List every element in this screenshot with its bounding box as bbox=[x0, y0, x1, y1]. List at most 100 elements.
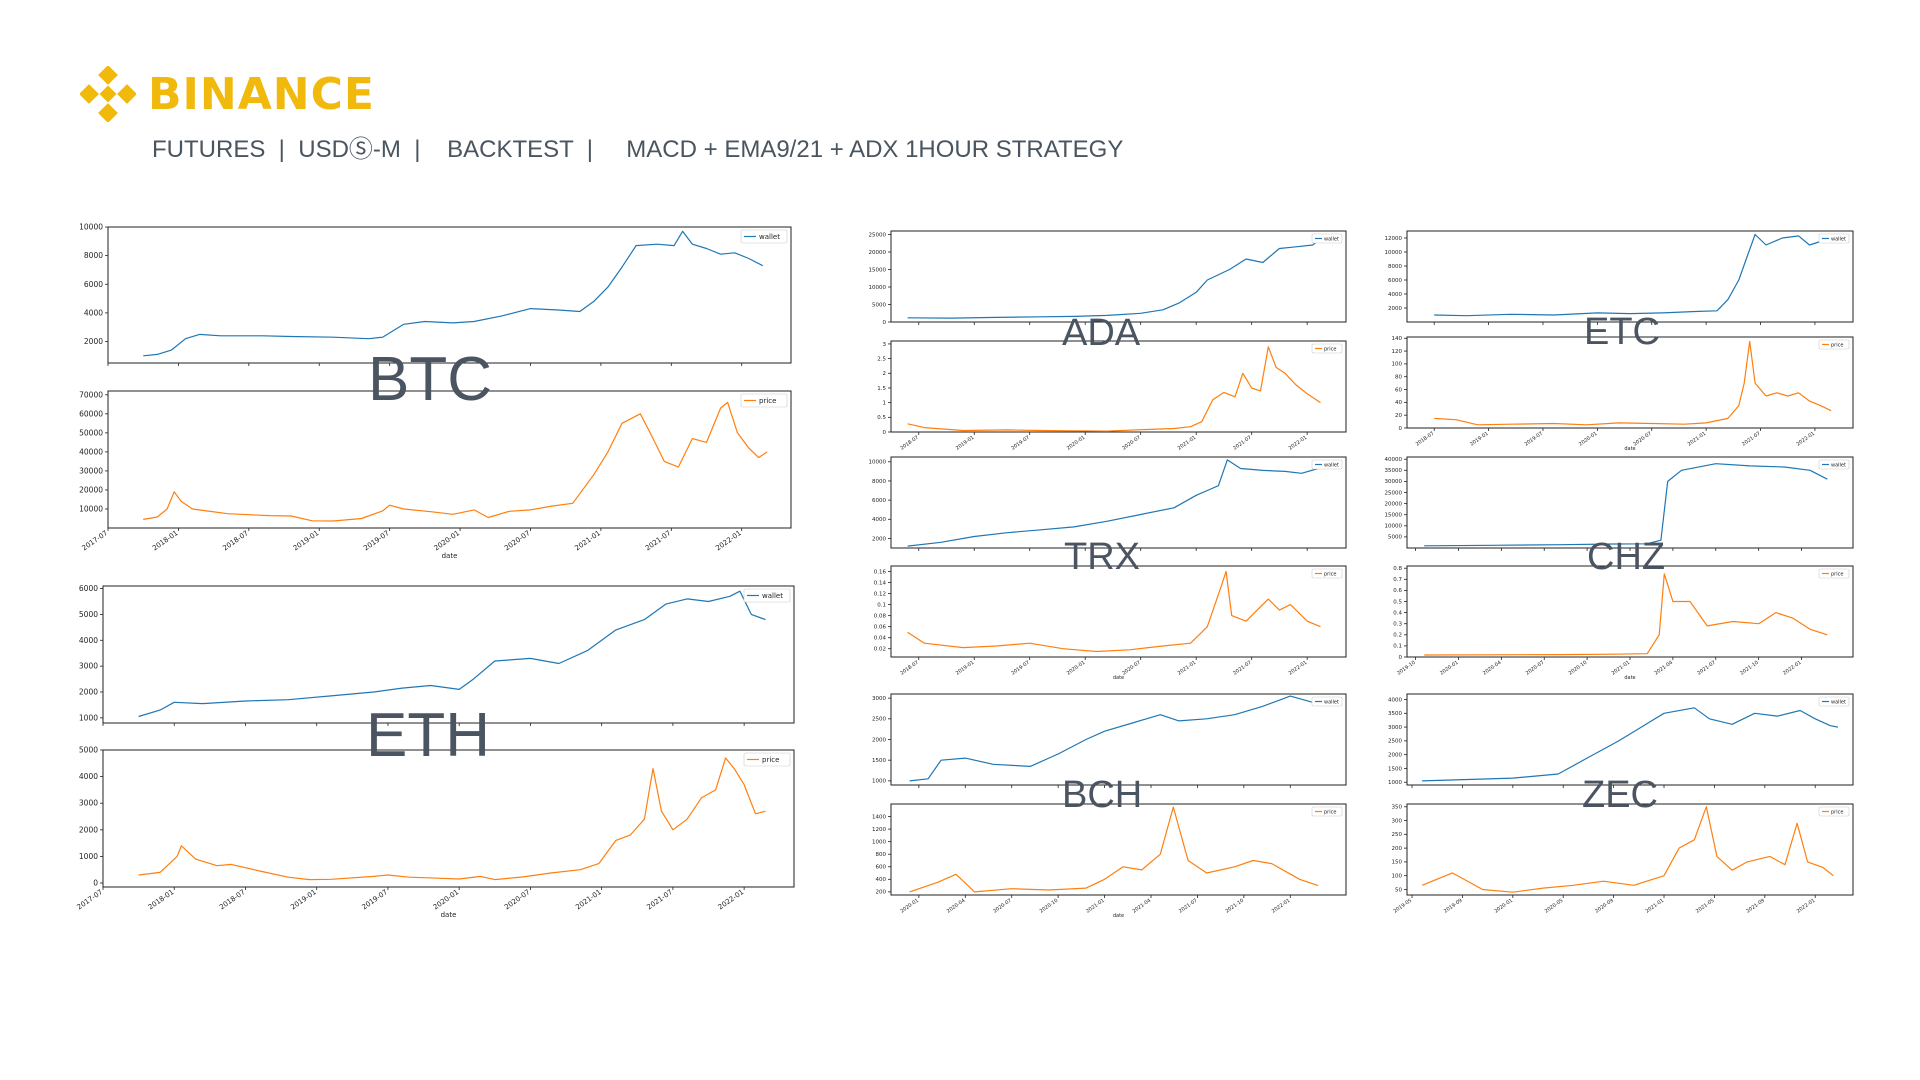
chart-bch-price-xtick-label: 2020-07 bbox=[992, 898, 1013, 915]
chart-trx-price-ytick-label: 0.16 bbox=[874, 569, 887, 575]
chart-trx-price-xtick-label: 2020-07 bbox=[1121, 660, 1142, 677]
chart-etc-price-xtick-label: 2019-07 bbox=[1524, 431, 1545, 448]
chart-chz-price-frame bbox=[1406, 565, 1854, 658]
chart-eth-price-ytick-label: 5000 bbox=[79, 746, 98, 755]
chart-ada-price-frame bbox=[890, 340, 1347, 433]
chart-zec-wallet-legend-label: wallet bbox=[1831, 699, 1846, 705]
chart-etc-price-xtick-label: 2021-01 bbox=[1687, 431, 1708, 448]
chart-zec-wallet-wallet-line bbox=[1422, 707, 1839, 782]
chart-eth-price-legend-label: price bbox=[762, 756, 779, 764]
chart-trx-price-xtick-label: 2019-01 bbox=[955, 660, 976, 677]
chart-eth-wallet-ytick-label: 6000 bbox=[79, 584, 98, 593]
chart-chz-price-xtick-label: 2019-10 bbox=[1396, 660, 1417, 677]
chart-btc-price-xtick-label: 2020-07 bbox=[503, 529, 532, 552]
chart-chz-price-xtick-label: 2021-10 bbox=[1739, 660, 1760, 677]
chart-chz-price-ytick-label: 0.8 bbox=[1393, 566, 1402, 572]
chart-bch-price-panel: 200 400 600 800 1000 1200 1400 2020-01 2020-04 20… bbox=[872, 803, 1347, 919]
chart-chz-price-xtick-label: 2022-01 bbox=[1782, 660, 1803, 677]
asset-label-eth: ETH bbox=[366, 701, 490, 770]
chart-eth-price-ytick-label: 2000 bbox=[79, 825, 98, 834]
chart-etc-price-ytick-label: 140 bbox=[1392, 336, 1403, 342]
chart-etc-price-xlabel: date bbox=[1624, 446, 1635, 452]
chart-btc-price-xtick-label: 2019-07 bbox=[362, 529, 391, 552]
chart-etc-price-ytick-label: 20 bbox=[1395, 413, 1402, 419]
chart-zec-price-legend-box bbox=[1818, 806, 1850, 817]
chart-eth-price-xtick-label: 2019-01 bbox=[289, 888, 318, 911]
chart-bch-wallet-ytick-label: 2500 bbox=[872, 717, 886, 723]
chart-zec-price-xtick-label: 2021-05 bbox=[1695, 898, 1716, 915]
chart-chz-wallet-legend: wallet bbox=[1818, 459, 1850, 470]
chart-eth-wallet-panel: 1000 2000 3000 4000 5000 6000 wallet bbox=[79, 584, 795, 726]
chart-zec-wallet-ytick-label: 1500 bbox=[1388, 766, 1402, 772]
chart-btc-wallet-ytick-label: 10000 bbox=[79, 223, 103, 232]
chart-chz-wallet-ytick-label: 30000 bbox=[1385, 479, 1403, 485]
chart-zec-price-ytick-label: 50 bbox=[1395, 887, 1402, 893]
chart-zec-price-ytick-label: 150 bbox=[1392, 860, 1403, 866]
chart-ada-price-xtick-label: 2021-07 bbox=[1232, 435, 1253, 452]
chart-btc-wallet-wallet-line bbox=[143, 230, 764, 357]
asset-label-chz: CHZ bbox=[1587, 536, 1666, 578]
chart-btc-price-ytick-label: 10000 bbox=[79, 504, 103, 513]
chart-chz-wallet-ytick-label: 20000 bbox=[1385, 501, 1403, 507]
chart-chz-price-ytick-label: 0.4 bbox=[1393, 610, 1402, 616]
chart-bch-wallet-ytick-label: 1000 bbox=[872, 779, 886, 785]
chart-trx-wallet-legend-label: wallet bbox=[1324, 462, 1339, 468]
chart-btc-wallet-panel: 2000 4000 6000 8000 10000 wallet bbox=[79, 223, 792, 366]
chart-btc-wallet-ytick-label: 2000 bbox=[84, 337, 103, 346]
chart-zec-price-xtick-label: 2019-05 bbox=[1393, 898, 1414, 915]
chart-etc-wallet-panel: 2000 4000 6000 8000 10000 12000 wallet bbox=[1385, 230, 1854, 325]
chart-bch-wallet-ytick-label: 3000 bbox=[872, 696, 886, 702]
chart-bch-price-xtick-label: 2020-10 bbox=[1039, 898, 1060, 915]
asset-label-trx: TRX bbox=[1064, 536, 1140, 578]
chart-ada-price-ytick-label: 0.5 bbox=[877, 415, 886, 421]
chart-zec-wallet-legend-box bbox=[1818, 696, 1850, 707]
chart-etc-price-panel: 0 20 40 60 80 100 120 140 2018-07 2019-01 2019-07 2… bbox=[1392, 336, 1854, 452]
chart-etc-price-ytick-label: 80 bbox=[1395, 375, 1402, 381]
chart-btc-wallet-legend-box bbox=[740, 229, 788, 244]
chart-chz-price-legend-box bbox=[1818, 568, 1850, 579]
chart-etc-price-legend-label: price bbox=[1831, 342, 1843, 348]
chart-trx-price-ytick-label: 0.06 bbox=[874, 625, 887, 631]
chart-zec-price-xtick-label: 2021-01 bbox=[1645, 898, 1666, 915]
chart-zec-price-xtick-label: 2021-09 bbox=[1745, 898, 1766, 915]
chart-eth-wallet-legend-label: wallet bbox=[762, 592, 783, 600]
chart-eth-price-xtick-label: 2020-01 bbox=[432, 888, 461, 911]
chart-zec-wallet-ytick-label: 3000 bbox=[1388, 725, 1402, 731]
chart-trx-wallet-ytick-label: 8000 bbox=[872, 479, 886, 485]
chart-chz-price-xtick-label: 2021-04 bbox=[1653, 660, 1674, 677]
chart-btc-price-xtick-label: 2018-01 bbox=[151, 529, 180, 552]
chart-chz-price-ytick-label: 0.5 bbox=[1393, 599, 1402, 605]
chart-zec-wallet-ytick-label: 2500 bbox=[1388, 739, 1402, 745]
chart-eth-wallet-ytick-label: 1000 bbox=[79, 713, 98, 722]
chart-zec-price-xtick-label: 2020-09 bbox=[1594, 898, 1615, 915]
chart-btc-price-legend-box bbox=[740, 393, 788, 408]
chart-eth-price-xtick-label: 2018-01 bbox=[147, 888, 176, 911]
chart-trx-price-frame bbox=[890, 565, 1347, 658]
chart-ada-price-xtick-label: 2018-07 bbox=[899, 435, 920, 452]
chart-zec-price-xtick-label: 2020-05 bbox=[1544, 898, 1565, 915]
chart-eth-price-legend: price bbox=[743, 752, 791, 767]
chart-bch-wallet-legend-box bbox=[1311, 696, 1343, 707]
chart-eth-wallet-ytick-label: 5000 bbox=[79, 610, 98, 619]
chart-ada-price-xtick-label: 2021-01 bbox=[1177, 435, 1198, 452]
chart-trx-wallet-panel: 2000 4000 6000 8000 10000 wallet bbox=[869, 456, 1347, 551]
chart-eth-wallet-legend: wallet bbox=[743, 588, 791, 603]
chart-zec-price-ytick-label: 350 bbox=[1392, 805, 1403, 811]
chart-eth-price-xtick-label: 2018-07 bbox=[218, 888, 247, 911]
chart-etc-wallet-ytick-label: 6000 bbox=[1388, 278, 1402, 284]
chart-bch-price-frame bbox=[890, 803, 1347, 896]
chart-ada-wallet-wallet-line bbox=[907, 235, 1325, 319]
chart-trx-wallet-ytick-label: 6000 bbox=[872, 498, 886, 504]
chart-zec-price-legend: price bbox=[1818, 806, 1850, 817]
chart-bch-price-ytick-label: 1200 bbox=[872, 827, 886, 833]
page-subtitle: FUTURES | USDⓈ-M | BACKTEST | MACD + EMA… bbox=[152, 136, 1124, 163]
asset-label-zec: ZEC bbox=[1582, 774, 1658, 816]
chart-chz-wallet-wallet-line bbox=[1424, 463, 1828, 547]
chart-bch-wallet-ytick-label: 2000 bbox=[872, 737, 886, 743]
chart-bch-wallet-frame bbox=[890, 693, 1347, 786]
chart-chz-price-ytick-label: 0.7 bbox=[1393, 577, 1402, 583]
chart-etc-wallet-wallet-line bbox=[1434, 233, 1832, 317]
chart-zec-price-panel: 50 100 150 200 250 300 350 2019-05 2019-09 2020-0… bbox=[1392, 803, 1854, 915]
chart-btc-price-xtick-label: 2021-01 bbox=[573, 529, 602, 552]
chart-ada-price-ytick-label: 0 bbox=[883, 430, 887, 436]
